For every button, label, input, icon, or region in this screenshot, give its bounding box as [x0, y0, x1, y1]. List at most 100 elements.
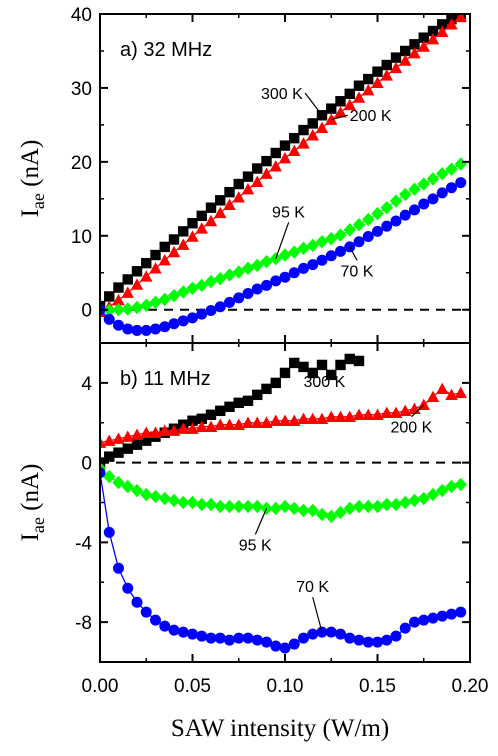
data-point-s2-32 [389, 194, 403, 208]
x-tick-label-1: 0.05 [174, 676, 211, 697]
data-point-s1-8 [167, 424, 181, 436]
data-point-s2-33 [399, 187, 412, 202]
data-point-s0-14 [224, 186, 235, 198]
data-point-s1-3 [121, 430, 134, 442]
data-point-s3-22 [298, 262, 309, 274]
data-point-s1-28 [352, 91, 366, 103]
data-point-s1-14 [223, 198, 236, 210]
data-point-s3-3 [122, 323, 134, 335]
data-point-s1-38 [445, 18, 458, 30]
data-point-s1-28 [352, 408, 366, 420]
data-point-s0-21 [289, 357, 300, 369]
data-point-s1-2 [112, 432, 125, 444]
data-point-s2-14 [223, 268, 236, 282]
data-point-s1-9 [177, 238, 190, 250]
data-point-s3-8 [168, 318, 180, 330]
data-point-s0-20 [279, 367, 291, 379]
data-point-s1-23 [306, 129, 319, 141]
data-point-s1-12 [204, 214, 218, 227]
data-point-s2-14 [223, 499, 236, 514]
data-point-s3-36 [427, 193, 439, 205]
y-tick-label-4: 40 [71, 5, 92, 26]
y-tick-label-3: 30 [71, 79, 92, 100]
data-point-s1-7 [158, 253, 171, 266]
data-point-s3-2 [113, 562, 124, 574]
data-point-s2-24 [315, 235, 329, 249]
data-point-s2-32 [389, 497, 403, 512]
series-label-1: 200 K [390, 420, 432, 437]
data-point-s3-21 [288, 638, 300, 650]
data-point-s1-31 [380, 406, 393, 418]
y-axis-title: Iae (nA) [17, 140, 48, 218]
data-point-s1-35 [417, 40, 430, 52]
data-point-s3-34 [409, 204, 420, 216]
data-point-s1-17 [251, 416, 264, 428]
data-point-s1-15 [232, 191, 245, 203]
data-point-s2-31 [380, 497, 393, 512]
data-point-s3-11 [196, 630, 208, 642]
data-point-s3-22 [298, 632, 309, 644]
data-point-s2-29 [362, 499, 375, 514]
data-point-s3-29 [362, 231, 374, 243]
data-point-s2-19 [269, 501, 282, 516]
data-point-s0-24 [316, 359, 328, 371]
data-point-s3-18 [261, 279, 272, 291]
data-point-s0-28 [353, 80, 365, 91]
data-point-s1-19 [269, 414, 282, 426]
y-tick-label-1: -4 [75, 533, 92, 554]
data-point-s2-30 [371, 499, 384, 514]
data-point-s0-28 [353, 355, 365, 367]
data-point-s0-1 [104, 451, 115, 462]
data-point-s1-11 [195, 222, 208, 234]
data-point-s0-32 [390, 52, 402, 63]
data-point-s1-19 [269, 160, 282, 172]
data-point-s2-38 [445, 162, 458, 176]
data-point-s2-21 [288, 245, 301, 259]
data-point-s3-36 [427, 612, 439, 624]
data-point-s1-29 [362, 408, 375, 420]
data-point-s0-18 [261, 383, 272, 395]
plot-area [100, 353, 467, 654]
data-point-s1-10 [186, 230, 199, 242]
data-point-s2-35 [417, 177, 430, 191]
data-point-s0-23 [307, 367, 318, 379]
data-point-s3-16 [242, 287, 254, 299]
data-point-s2-1 [103, 303, 116, 318]
data-point-s3-4 [131, 596, 143, 608]
data-point-s1-36 [426, 390, 440, 403]
data-point-s1-33 [399, 54, 412, 66]
data-point-s3-13 [214, 301, 226, 313]
data-point-s3-9 [177, 315, 189, 327]
data-point-s2-3 [121, 479, 134, 494]
data-point-s1-21 [288, 144, 301, 156]
data-point-s0-7 [159, 241, 170, 253]
y-tick-label-2: 0 [81, 454, 92, 475]
data-point-s2-20 [278, 248, 292, 262]
data-point-s2-6 [149, 489, 162, 504]
data-point-s3-7 [159, 321, 171, 333]
panel-b: 300 K 200 K 95 K 70 K -8 -4 0 4 0.00 0.05 0.10 0.15… [17, 342, 488, 742]
data-point-s3-39 [455, 177, 467, 189]
data-point-s2-8 [167, 493, 181, 508]
data-point-s1-23 [306, 412, 319, 424]
data-point-s1-32 [389, 406, 403, 418]
data-point-s3-25 [325, 626, 337, 638]
series-label-3: 70 K [296, 579, 329, 596]
data-point-s2-36 [426, 487, 440, 502]
x-tick-label-0: 0.00 [82, 676, 119, 697]
data-point-s3-18 [261, 636, 272, 648]
data-point-s3-20 [279, 271, 291, 283]
data-point-s3-31 [381, 220, 393, 232]
data-point-s1-3 [121, 286, 134, 298]
data-point-s2-36 [426, 172, 440, 186]
series-label-2: 95 K [272, 204, 305, 221]
data-point-s2-18 [260, 254, 273, 269]
data-point-s0-8 [168, 234, 180, 245]
data-point-s3-30 [372, 225, 383, 237]
data-point-s3-10 [187, 312, 198, 324]
y-axis-title: Iae (nA) [17, 464, 48, 542]
data-point-s1-12 [204, 420, 218, 432]
data-point-s0-4 [131, 439, 143, 450]
data-point-s2-4 [130, 300, 144, 315]
data-point-s1-4 [130, 278, 144, 290]
